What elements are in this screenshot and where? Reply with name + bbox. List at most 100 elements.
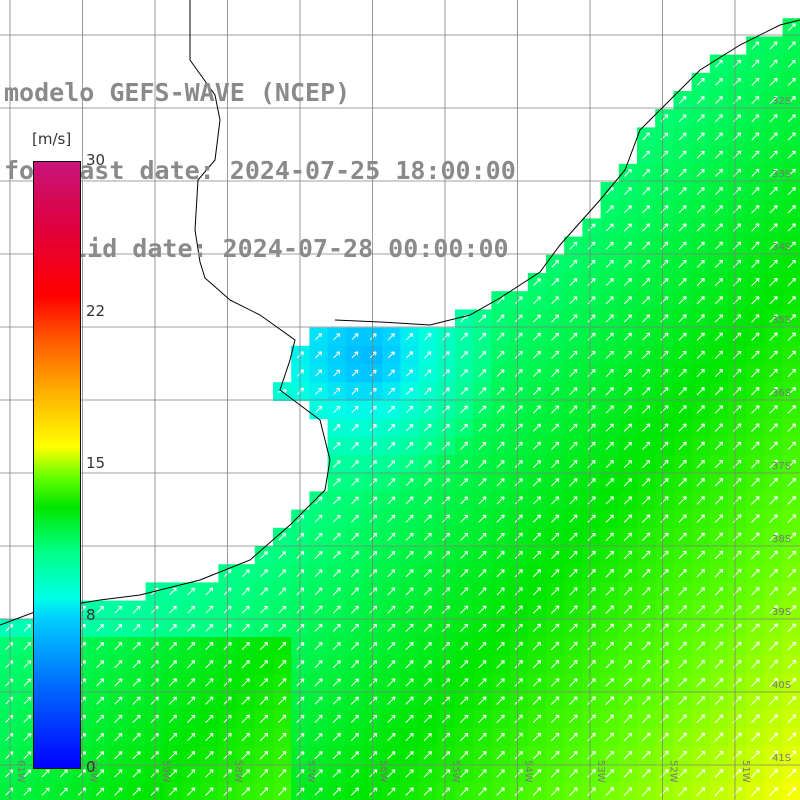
wind-arrow	[787, 714, 797, 724]
wind-arrow	[696, 187, 705, 196]
wind-arrow	[478, 696, 487, 705]
wind-arrow	[405, 496, 414, 505]
wind-arrow	[587, 550, 596, 560]
wind-arrow	[350, 714, 360, 723]
wind-arrow	[405, 532, 414, 541]
wind-arrow	[769, 659, 778, 669]
wind-arrow	[23, 714, 32, 723]
wind-arrow	[496, 678, 505, 687]
wind-arrow	[624, 187, 632, 195]
wind-arrow	[132, 642, 141, 651]
wind-arrow	[514, 387, 523, 396]
wind-arrow	[641, 714, 651, 724]
wind-arrow	[751, 296, 760, 305]
wind-arrow	[277, 696, 287, 705]
wind-arrow	[460, 332, 468, 341]
wind-arrow	[769, 768, 779, 778]
wind-arrow	[678, 441, 687, 451]
wind-arrow	[787, 23, 796, 32]
wind-arrow	[569, 423, 578, 432]
wind-arrow	[441, 787, 451, 796]
wind-arrow	[769, 186, 778, 196]
wind-arrow	[387, 496, 396, 505]
wind-arrow	[696, 150, 705, 159]
wind-arrow	[660, 223, 669, 232]
wind-arrow	[641, 696, 651, 705]
wind-arrow	[441, 696, 451, 705]
wind-arrow	[478, 769, 487, 778]
wind-arrow	[769, 132, 778, 141]
wind-arrow	[351, 478, 359, 487]
wind-arrow	[660, 387, 669, 396]
wind-arrow	[751, 368, 760, 378]
wind-arrow	[514, 641, 523, 651]
wind-arrow	[369, 424, 377, 432]
wind-arrow	[496, 787, 505, 796]
wind-arrow	[96, 751, 105, 760]
wind-arrow	[587, 241, 596, 250]
wind-arrow	[23, 751, 32, 760]
wind-arrow	[514, 496, 523, 505]
wind-arrow	[132, 732, 141, 742]
wind-arrow	[569, 732, 578, 742]
wind-arrow	[532, 423, 541, 432]
wind-arrow	[551, 423, 560, 432]
wind-arrow	[660, 314, 669, 323]
wind-arrow	[587, 769, 596, 778]
wind-arrow	[387, 514, 396, 523]
wind-arrow	[186, 769, 196, 778]
wind-arrow	[423, 587, 432, 596]
wind-arrow	[551, 332, 560, 341]
wind-arrow	[314, 551, 323, 559]
wind-arrow	[532, 405, 541, 414]
wind-arrow	[678, 787, 687, 797]
wind-arrow	[387, 442, 396, 450]
wind-arrow	[732, 769, 742, 778]
wind-arrow	[496, 769, 505, 778]
wind-arrow	[551, 387, 560, 396]
wind-arrow	[551, 496, 560, 505]
wind-arrow	[642, 314, 651, 323]
wind-arrow	[260, 587, 268, 596]
wind-arrow	[660, 350, 669, 359]
wind-arrow	[587, 332, 596, 341]
wind-arrow	[423, 423, 432, 432]
wind-arrow	[460, 623, 469, 632]
wind-arrow	[732, 623, 742, 633]
wind-arrow	[369, 514, 378, 523]
wind-arrow	[532, 514, 542, 523]
wind-arrow	[641, 569, 651, 578]
wind-arrow	[405, 751, 414, 760]
wind-arrow	[387, 587, 396, 596]
wind-arrow	[168, 660, 178, 669]
wind-arrow	[259, 660, 269, 669]
wind-arrow	[168, 787, 178, 796]
wind-arrow	[460, 405, 469, 414]
wind-arrow	[351, 351, 359, 359]
wind-arrow	[551, 587, 560, 596]
wind-arrow	[114, 696, 123, 705]
wind-arrow	[587, 623, 596, 633]
wind-arrow	[350, 787, 360, 796]
wind-arrow	[314, 405, 323, 414]
wind-arrow	[569, 660, 578, 669]
wind-arrow	[696, 277, 705, 287]
wind-arrow	[787, 132, 796, 141]
wind-arrow	[769, 405, 778, 414]
wind-arrow	[259, 751, 269, 760]
wind-arrow	[405, 387, 414, 395]
wind-arrow	[96, 678, 105, 687]
wind-arrow	[623, 587, 633, 596]
wind-arrow	[187, 732, 196, 742]
latitude-label: 41S	[772, 753, 791, 764]
wind-arrow	[314, 787, 323, 796]
wind-arrow	[587, 532, 596, 541]
wind-arrow	[314, 751, 323, 760]
wind-arrow	[314, 605, 323, 614]
wind-arrow	[569, 369, 578, 378]
wind-arrow	[696, 332, 705, 341]
wind-arrow	[405, 641, 414, 651]
wind-arrow	[441, 496, 450, 505]
wind-arrow	[369, 623, 378, 632]
